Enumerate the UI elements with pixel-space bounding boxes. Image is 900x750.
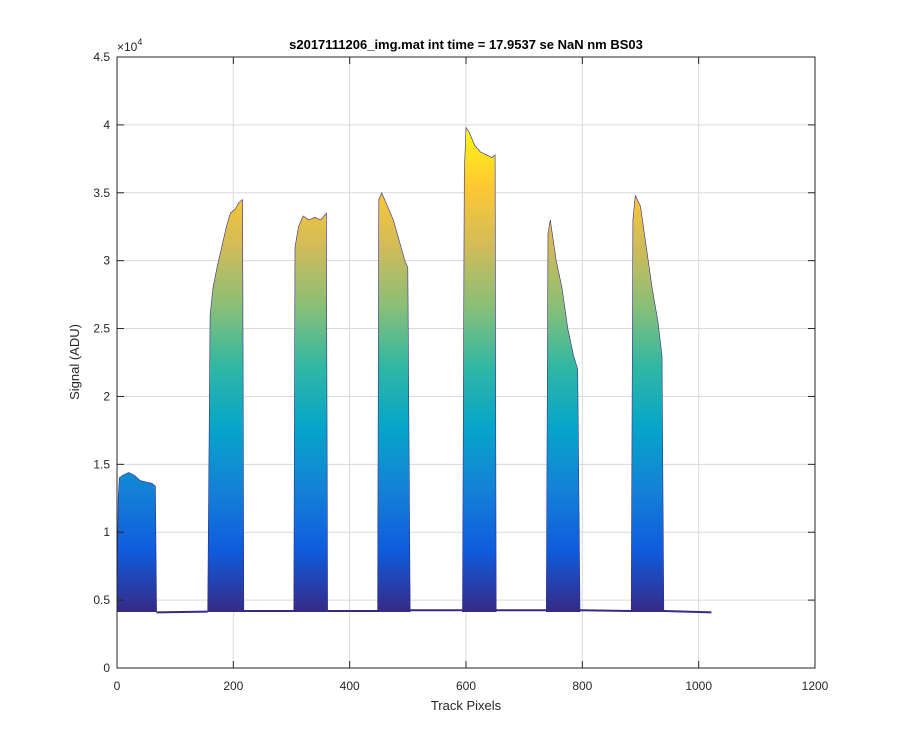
y-tick-label: 2.5 [93, 322, 110, 336]
x-axis-label: Track Pixels [431, 698, 502, 713]
x-tick-label: 800 [572, 679, 592, 693]
y-tick-label: 2 [103, 389, 110, 403]
signal-band-5 [462, 126, 497, 612]
y-tick-label: 1 [103, 525, 110, 539]
x-tick-label: 600 [456, 679, 476, 693]
y-tick-label: 3.5 [93, 186, 110, 200]
y-tick-label: 4 [103, 118, 110, 132]
x-tick-label: 400 [340, 679, 360, 693]
y-tick-label: 0.5 [93, 593, 110, 607]
y-axis-ticks: 0 0.5 1 1.5 2 2.5 3 3.5 4 4.5 [93, 50, 815, 675]
y-tick-label: 1.5 [93, 457, 110, 471]
signal-bands [117, 126, 712, 614]
x-tick-label: 0 [114, 679, 121, 693]
y-tick-label: 3 [103, 254, 110, 268]
signal-band-2 [207, 198, 245, 612]
y-exponent-base: ×10 [117, 40, 138, 54]
x-tick-label: 1200 [802, 679, 829, 693]
baseline-segment [156, 610, 208, 614]
x-tick-label: 1000 [685, 679, 712, 693]
y-axis-label: Signal (ADU) [67, 324, 82, 400]
x-axis-ticks: 0 200 400 600 800 1000 1200 [114, 57, 829, 693]
y-tick-label: 0 [103, 661, 110, 675]
baseline-segment [579, 609, 632, 612]
baseline-segment [663, 609, 712, 614]
y-exponent-label: ×104 [117, 37, 142, 54]
chart-title: s2017111206_img.mat int time = 17.9537 s… [289, 37, 643, 52]
signal-band-3 [293, 212, 328, 612]
signal-band-7 [630, 194, 665, 612]
signal-band-6 [546, 219, 581, 612]
x-tick-label: 200 [223, 679, 243, 693]
signal-band-1 [117, 472, 157, 612]
y-exponent-power: 4 [137, 37, 142, 47]
y-tick-label: 4.5 [93, 50, 110, 64]
